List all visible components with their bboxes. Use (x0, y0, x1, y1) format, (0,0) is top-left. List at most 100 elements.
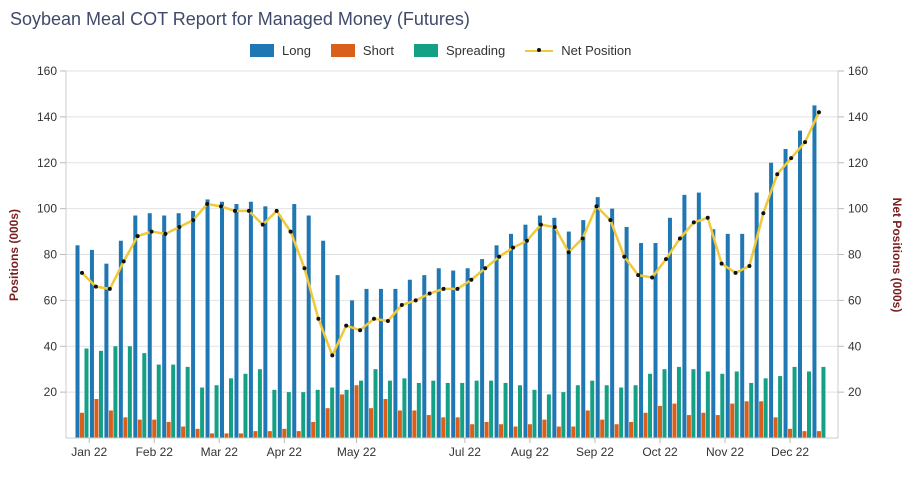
bar-short (426, 415, 431, 438)
bar-spreading (373, 369, 378, 438)
bar-long (667, 217, 672, 438)
net-position-point (121, 259, 126, 264)
bar-short (527, 424, 532, 438)
bar-short (238, 433, 243, 438)
net-position-point (302, 266, 307, 271)
bar-spreading (778, 376, 783, 438)
bar-short (614, 424, 619, 438)
x-tick-label: Apr 22 (267, 445, 303, 459)
y-axis-title: Positions (000s) (7, 209, 21, 301)
bar-spreading (243, 373, 248, 438)
bar-short (94, 399, 99, 438)
bar-long (306, 215, 311, 438)
bar-long (639, 243, 644, 438)
bar-long (754, 192, 759, 438)
bar-short (816, 431, 821, 438)
net-position-point (483, 266, 488, 271)
bar-spreading (344, 389, 349, 438)
net-position-point (511, 245, 516, 250)
bar-short (571, 426, 576, 438)
net-position-point (594, 204, 599, 209)
bar-long (523, 224, 528, 438)
bar-short (686, 415, 691, 438)
bar-short (137, 419, 142, 438)
bar-short (484, 421, 489, 438)
bar-spreading (127, 346, 132, 438)
bar-spreading (84, 348, 89, 438)
y-tick-label: 160 (37, 64, 57, 78)
x-tick-label: Sep 22 (576, 445, 614, 459)
bar-short (773, 417, 778, 438)
bar-long (292, 204, 297, 438)
net-position-point (816, 110, 821, 115)
bar-short (152, 419, 157, 438)
bar-short (80, 412, 84, 438)
bar-spreading (359, 380, 364, 438)
bar-long (711, 229, 716, 438)
bar-long (75, 245, 80, 438)
bar-long (494, 245, 499, 438)
net-position-point (163, 231, 168, 236)
bar-short (354, 385, 359, 438)
net-position-point (330, 353, 335, 358)
bar-long (696, 192, 701, 438)
net-position-point (107, 286, 112, 291)
legend-spreading[interactable]: Spreading (414, 43, 505, 58)
net-position-point (524, 238, 529, 243)
bar-spreading (330, 387, 335, 438)
net-position-point (622, 254, 627, 259)
bar-short (369, 408, 373, 438)
y2-axis-title: Net Positions (000s) (890, 198, 904, 313)
legend-swatch-spreading (414, 44, 438, 57)
bar-spreading (185, 366, 190, 438)
net-position-point (733, 270, 738, 275)
legend-net[interactable]: Net Position (525, 43, 631, 58)
bar-long (783, 148, 788, 439)
bar-long (595, 197, 600, 438)
net-position-point (246, 208, 251, 213)
net-position-point (455, 286, 460, 291)
y-tick-label: 140 (37, 110, 57, 124)
net-position-point (580, 236, 585, 241)
bar-spreading (532, 389, 537, 438)
bar-long (725, 233, 730, 438)
bar-short (253, 431, 258, 438)
bar-short (267, 431, 272, 438)
bar-spreading (402, 378, 407, 438)
bar-long (277, 215, 282, 438)
bar-long (393, 288, 398, 438)
bar-long (191, 210, 196, 438)
bar-short (108, 410, 113, 438)
bar-short (383, 399, 388, 438)
bar-long (552, 217, 557, 438)
bar-long (566, 231, 571, 438)
legend-label-net: Net Position (561, 43, 632, 58)
x-tick-label: Oct 22 (642, 445, 678, 459)
bar-long (234, 204, 239, 438)
bar-short (311, 421, 316, 438)
bar-spreading (286, 392, 291, 438)
bar-spreading (171, 364, 176, 438)
y2-tick-label: 40 (848, 339, 862, 353)
x-tick-label: Aug 22 (511, 445, 549, 459)
bar-long (581, 220, 586, 438)
net-position-point (719, 261, 724, 266)
bar-spreading (648, 373, 653, 438)
legend: Long Short Spreading Net Position (250, 43, 651, 58)
net-position-point (663, 257, 668, 262)
bar-long (118, 240, 123, 438)
legend-swatch-short (330, 44, 355, 57)
legend-long[interactable]: Long (250, 43, 311, 58)
legend-swatch-net (525, 48, 554, 52)
bar-spreading (676, 366, 681, 438)
bar-long (335, 275, 340, 438)
legend-short[interactable]: Short (330, 43, 394, 58)
net-position-point (691, 220, 696, 225)
bar-short (296, 431, 301, 438)
bar-spreading (561, 392, 566, 438)
bar-spreading (590, 380, 595, 438)
net-position-point (677, 236, 682, 241)
bar-short (513, 426, 518, 438)
net-position-point (399, 302, 404, 307)
bar-long (610, 208, 615, 438)
